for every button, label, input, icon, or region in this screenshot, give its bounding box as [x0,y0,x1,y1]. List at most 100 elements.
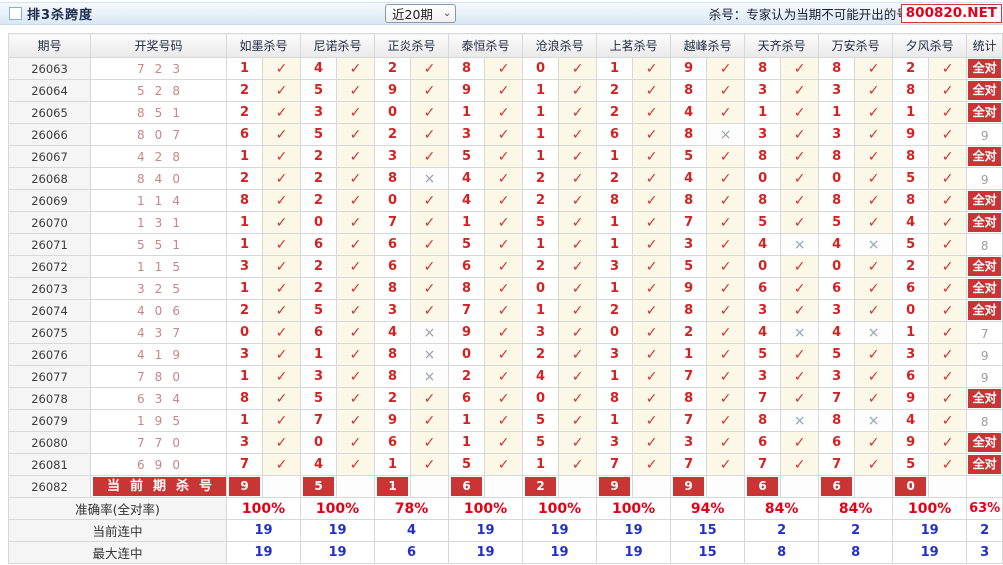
footer-value: 100% [448,497,524,520]
period-cell: 26072 [8,255,91,278]
all-correct-badge: 全对 [968,389,1002,408]
check-icon: ✓ [706,233,746,256]
stat-cell: 全对 [966,277,1003,300]
stat-cell: 全对 [966,255,1003,278]
current-kill-label-cell: 当前期杀号 [90,475,227,498]
kill-value-cell: 9 [892,123,930,146]
kill-value-cell: 4 [892,211,930,234]
kill-value-cell: 8 [892,79,930,102]
winning-numbers-text: 770 [137,435,190,450]
kill-value-cell: 8 [226,189,263,212]
kill-value-cell: 6 [374,233,412,256]
check-icon: ✓ [854,255,894,278]
kill-value-cell: 3 [670,431,708,454]
check-icon: ✓ [410,145,450,168]
check-icon: ✓ [706,387,746,410]
stat-cell: 全对 [966,299,1003,322]
stat-cell: 全对 [966,189,1003,212]
check-icon: ✓ [558,79,598,102]
check-icon: ✓ [632,167,672,190]
col-header-expert-2: 尼诺杀号 [300,33,376,58]
period-range-select[interactable]: 近20期 ⌄ [385,4,457,23]
current-kill-value-cell: 2 [522,475,560,498]
kill-value-cell: 7 [670,365,708,388]
kill-value-cell: 7 [818,387,856,410]
kill-value-cell: 2 [596,299,634,322]
kill-value-cell: 7 [670,453,708,476]
check-icon: ✓ [336,255,376,278]
stat-cell: 全对 [966,387,1003,410]
check-icon: ✓ [632,409,672,432]
kill-value-cell: 1 [226,409,263,432]
check-icon: ✓ [484,79,524,102]
check-icon: ✓ [854,145,894,168]
check-icon: ✓ [484,211,524,234]
kill-value-cell: 2 [300,255,338,278]
kill-value-cell: 3 [744,123,782,146]
check-icon: ✓ [928,123,968,146]
kill-value-cell: 6 [374,255,412,278]
table-row: 26072 115 3 ✓ 2 ✓ 6 ✓ 6 ✓ 2 ✓ 3 ✓ 5 ✓ 0 ✓ 0 ✓ 2 ✓ 全对 [8,255,1003,278]
check-icon: ✓ [558,123,598,146]
cross-icon: × [410,365,450,388]
kill-value-cell: 0 [522,57,560,80]
check-icon: ✓ [336,343,376,366]
check-icon: ✓ [558,431,598,454]
period-cell: 26074 [8,299,91,322]
stat-count: 9 [980,371,989,385]
kill-value-cell: 8 [744,57,782,80]
kill-value-cell: 4 [374,321,412,344]
kill-value-cell: 0 [448,343,486,366]
check-icon: ✓ [558,211,598,234]
winning-numbers: 851 [90,101,227,124]
kill-value-cell: 3 [596,343,634,366]
check-icon: ✓ [632,299,672,322]
kill-value-cell: 1 [596,211,634,234]
footer-value: 100% [300,497,376,520]
kill-value-cell: 8 [818,409,856,432]
check-icon: ✓ [484,299,524,322]
kill-value-cell: 7 [374,211,412,234]
col-header-expert-1: 如墨杀号 [225,33,302,58]
kill-value-cell: 2 [596,101,634,124]
check-icon: ✓ [484,409,524,432]
kill-value-cell: 7 [744,387,782,410]
empty-check-cell [558,475,598,498]
check-icon: ✓ [336,123,376,146]
check-icon: ✓ [632,343,672,366]
check-icon: ✓ [632,365,672,388]
winning-numbers: 428 [90,145,227,168]
kill-value-cell: 2 [226,79,263,102]
check-icon: ✓ [928,431,968,454]
kill-value-cell: 8 [892,189,930,212]
footer-value: 84% [744,497,820,520]
footer-value: 84% [818,497,894,520]
kill-value-cell: 1 [226,277,263,300]
kill-value-cell: 8 [670,299,708,322]
check-icon: ✓ [410,123,450,146]
kill-value-cell: 3 [818,79,856,102]
footer-value: 2 [744,519,820,542]
check-icon: ✓ [854,101,894,124]
cross-icon: × [780,409,820,432]
kill-value-cell: 1 [226,145,263,168]
kill-value-cell: 8 [374,167,412,190]
kill-value-cell: 3 [670,233,708,256]
current-kill-value: 9 [673,477,705,496]
winning-numbers: 115 [90,255,227,278]
check-icon: ✓ [632,255,672,278]
winning-numbers: 807 [90,123,227,146]
kill-value-cell: 5 [448,453,486,476]
period-cell: 26077 [8,365,91,388]
check-icon: ✓ [706,409,746,432]
check-icon: ✓ [780,145,820,168]
check-icon: ✓ [484,343,524,366]
col-header-expert-5: 沧浪杀号 [522,33,598,58]
check-icon: ✓ [261,145,302,168]
check-icon: ✓ [484,453,524,476]
kill-value-cell: 5 [300,387,338,410]
table-row: 26064 528 2 ✓ 5 ✓ 9 ✓ 9 ✓ 1 ✓ 2 ✓ 8 ✓ 3 ✓ 3 ✓ 8 ✓ 全对 [8,79,1003,102]
kill-value-cell: 8 [670,79,708,102]
section-checkbox[interactable] [9,7,22,20]
check-icon: ✓ [261,409,302,432]
